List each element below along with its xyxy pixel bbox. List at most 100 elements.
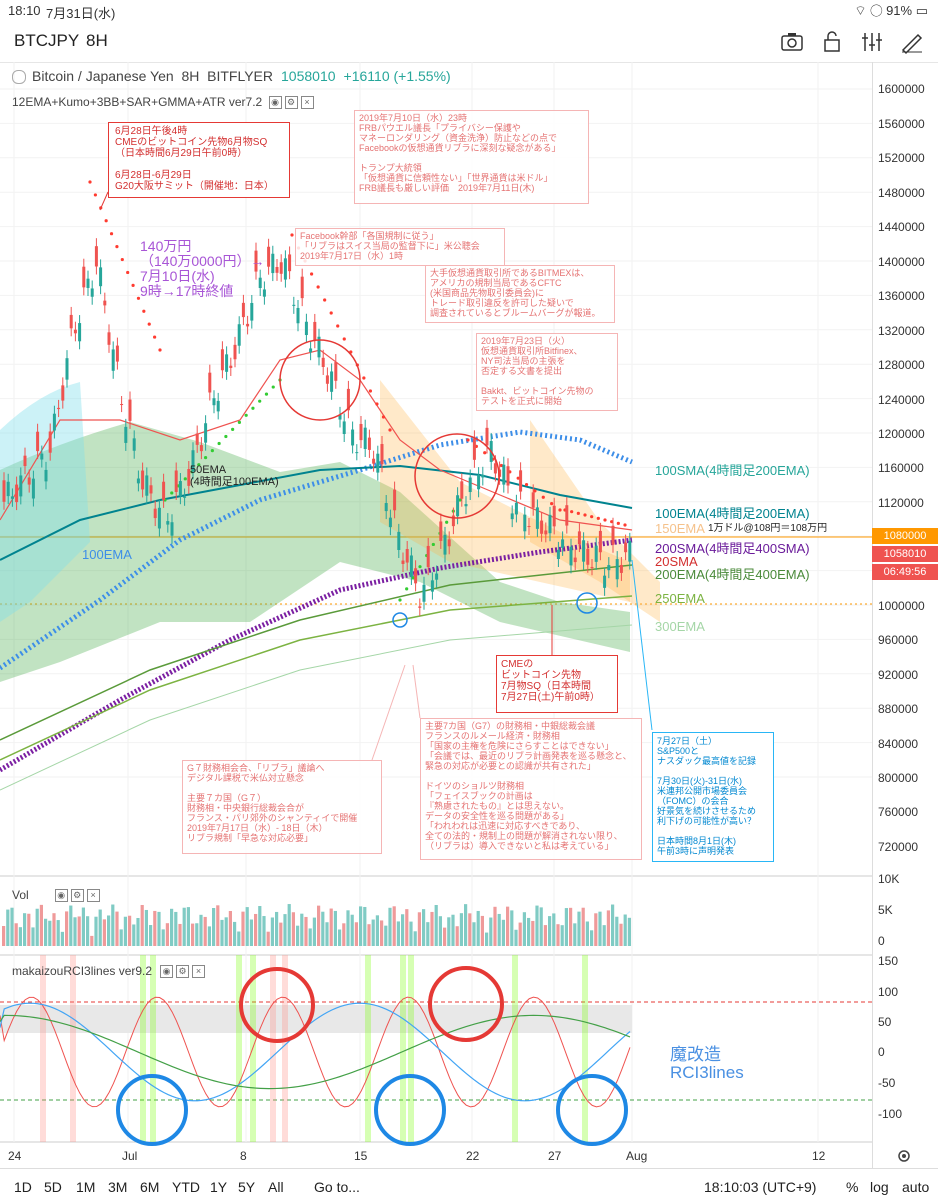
- sar-dot: [610, 520, 614, 524]
- candle: [94, 246, 98, 267]
- highlight-circle: [392, 612, 408, 628]
- volume-bar: [258, 906, 262, 946]
- callout-line: [371, 664, 406, 761]
- price-axis[interactable]: [872, 62, 938, 1168]
- candle: [132, 438, 136, 451]
- visibility-icon[interactable]: ◉: [268, 96, 282, 110]
- candle: [477, 475, 481, 490]
- range-button-5[interactable]: YTD: [172, 1179, 200, 1195]
- log-toggle[interactable]: log: [870, 1179, 889, 1195]
- sar-dot: [310, 272, 314, 276]
- lock-icon[interactable]: [818, 28, 846, 56]
- range-button-7[interactable]: 5Y: [238, 1179, 256, 1195]
- auto-toggle[interactable]: auto: [902, 1179, 930, 1195]
- volume-bar: [405, 909, 409, 946]
- rci-axis-label: 0: [878, 1045, 885, 1059]
- volume-bar: [380, 920, 384, 946]
- range-button-2[interactable]: 1M: [76, 1179, 96, 1195]
- candle: [27, 477, 31, 485]
- range-button-0[interactable]: 1D: [14, 1179, 32, 1195]
- volume-bar: [245, 907, 249, 946]
- volume-bar: [354, 922, 358, 946]
- candle: [128, 399, 132, 421]
- timeframe-selector[interactable]: 8H: [86, 31, 108, 50]
- candle: [262, 289, 266, 297]
- candle: [481, 474, 485, 478]
- vol-close-icon[interactable]: ×: [86, 889, 100, 903]
- sar-dot: [466, 438, 470, 442]
- price-axis-label: 960000: [878, 633, 919, 647]
- candle: [31, 478, 35, 499]
- price-change: +16110 (+1.55%): [343, 68, 451, 84]
- volume-bar: [615, 916, 619, 946]
- range-button-8[interactable]: All: [268, 1179, 284, 1195]
- candle: [52, 413, 56, 431]
- settings-icon[interactable]: ⚙: [284, 96, 298, 110]
- sar-dot: [217, 441, 221, 446]
- candle: [120, 404, 124, 406]
- ema250-line: [0, 595, 633, 761]
- candle: [254, 250, 258, 272]
- candle: [334, 362, 338, 381]
- vol-settings-icon[interactable]: ⚙: [70, 889, 84, 903]
- volume-bar: [203, 916, 207, 946]
- vol-indicator-name: Vol: [12, 888, 29, 902]
- volume-bar: [69, 905, 73, 946]
- range-button-3[interactable]: 3M: [108, 1179, 128, 1195]
- candle: [157, 507, 161, 529]
- candle: [36, 431, 40, 452]
- range-button-6[interactable]: 1Y: [210, 1179, 228, 1195]
- candle: [199, 445, 203, 452]
- volume-bar: [548, 916, 552, 946]
- volume-bar: [304, 916, 308, 946]
- volume-bar: [451, 914, 455, 946]
- rci-settings-icon[interactable]: ⚙: [176, 965, 190, 979]
- volume-bar: [598, 911, 602, 946]
- settings-gear-icon[interactable]: [896, 1148, 912, 1164]
- rci-highlight: [270, 955, 276, 1142]
- close-icon[interactable]: ×: [300, 96, 314, 110]
- candle: [372, 458, 376, 464]
- percent-toggle[interactable]: %: [846, 1179, 859, 1195]
- vol-visibility-icon[interactable]: ◉: [54, 889, 68, 903]
- sar-dot: [120, 257, 124, 262]
- sar-dot: [616, 521, 620, 525]
- label-ema200: 200EMA(4時間足400EMA): [655, 567, 810, 582]
- rci-close-icon[interactable]: ×: [192, 965, 206, 979]
- volume-bar: [228, 910, 232, 946]
- label-ema250: 250EMA: [655, 591, 705, 606]
- volume-bar: [102, 919, 106, 946]
- volume-bar: [422, 909, 426, 946]
- candle: [397, 531, 401, 550]
- note-1-4m-yen: 140万円 （140万0000円）→ 7月10日(水) 9時→17時終値: [140, 238, 265, 299]
- price-axis-label: 1000000: [878, 599, 925, 613]
- price-axis-label: 1440000: [878, 220, 925, 234]
- rci-visibility-icon[interactable]: ◉: [160, 965, 174, 979]
- volume-bar: [527, 917, 531, 946]
- volume-bar: [165, 923, 169, 946]
- candle: [57, 407, 61, 410]
- volume-bar: [564, 908, 568, 946]
- camera-icon[interactable]: [778, 28, 806, 56]
- candle: [111, 349, 115, 371]
- volume-bar: [590, 930, 594, 946]
- indicators-icon[interactable]: [858, 28, 886, 56]
- volume-bar: [44, 918, 48, 946]
- volume-bar: [136, 917, 140, 946]
- status-date: 7月31日(水): [46, 6, 116, 21]
- candle: [73, 329, 77, 334]
- label-ema50: 50EMA (4時間足100EMA): [190, 464, 279, 488]
- candle: [212, 398, 216, 406]
- drawing-tool-icon[interactable]: [898, 28, 926, 56]
- symbol-selector[interactable]: BTCJPY: [14, 31, 80, 50]
- range-button-4[interactable]: 6M: [140, 1179, 160, 1195]
- candle: [451, 515, 455, 527]
- volume-bar: [279, 922, 283, 946]
- goto-button[interactable]: Go to...: [314, 1179, 360, 1195]
- time-axis-label: Aug: [626, 1149, 648, 1163]
- candle: [300, 276, 304, 299]
- volume-bar: [602, 925, 606, 946]
- candle: [468, 477, 472, 493]
- range-button-1[interactable]: 5D: [44, 1179, 62, 1195]
- volume-bar: [119, 929, 123, 946]
